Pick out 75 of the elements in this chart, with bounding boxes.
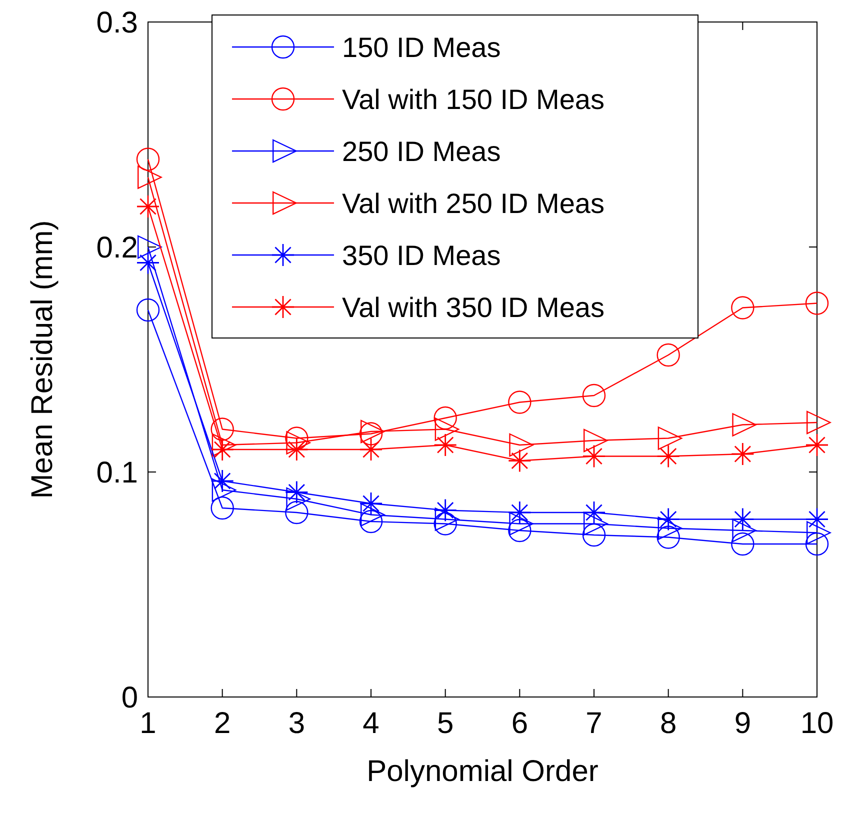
point: [434, 434, 456, 456]
point: [212, 478, 236, 502]
point: [286, 481, 308, 504]
point: [805, 532, 829, 556]
point: [657, 445, 680, 468]
point: [732, 413, 756, 436]
point: [434, 508, 460, 531]
point: [582, 523, 606, 547]
x-tick-label: 6: [511, 707, 528, 740]
point: [210, 496, 234, 520]
point: [582, 384, 606, 408]
x-tick-label: 2: [214, 707, 231, 740]
point: [210, 418, 234, 441]
point: [286, 431, 310, 454]
x-tick-label: 5: [436, 707, 454, 740]
point: [136, 298, 160, 322]
point: [508, 390, 532, 414]
point: [805, 292, 829, 315]
point: [286, 487, 310, 511]
point: [138, 235, 162, 259]
y-tick-label: 0.1: [96, 456, 138, 490]
legend-label: Val with 150 ID Meas: [342, 84, 604, 115]
legend-label: 150 ID Meas: [342, 32, 501, 63]
point: [656, 526, 680, 549]
x-tick-label: 3: [288, 707, 306, 740]
point: [211, 470, 234, 492]
point: [731, 532, 754, 556]
legend-label: 250 ID Meas: [342, 136, 501, 167]
y-tick-label: 0.3: [96, 6, 138, 40]
point: [508, 450, 531, 472]
point: [285, 500, 308, 524]
legend-label: 350 ID Meas: [342, 240, 501, 271]
point: [732, 508, 754, 530]
y-tick-label: 0: [121, 682, 138, 714]
point: [584, 512, 608, 536]
point: [806, 508, 828, 530]
point: [732, 443, 754, 465]
x-tick-label: 7: [586, 707, 602, 740]
point: [806, 410, 831, 434]
point: [731, 296, 754, 320]
y-axis-title: Mean Residual (mm): [26, 220, 59, 499]
point: [285, 426, 308, 450]
legend-label: Val with 250 ID Meas: [342, 188, 604, 219]
point: [657, 508, 680, 530]
point: [138, 166, 162, 189]
y-tick-label: 0.2: [96, 232, 138, 264]
x-tick-label: 9: [734, 707, 752, 740]
x-tick-label: 8: [660, 707, 677, 740]
point: [360, 503, 385, 526]
x-axis-title: Polynomial Order: [366, 755, 598, 788]
point: [583, 445, 605, 468]
point: [137, 252, 159, 274]
point: [508, 502, 531, 524]
point: [656, 343, 680, 367]
x-tick-label: 10: [800, 707, 834, 740]
point: [286, 438, 308, 460]
point: [509, 433, 534, 457]
point: [434, 512, 457, 536]
point: [806, 521, 831, 544]
x-tick-label: 1: [140, 707, 156, 740]
point: [211, 438, 234, 460]
point: [434, 418, 460, 441]
x-tick-label: 4: [362, 707, 380, 740]
point: [584, 428, 608, 452]
point: [212, 433, 236, 457]
point: [434, 499, 456, 522]
point: [732, 518, 756, 542]
point: [434, 406, 457, 430]
point: [658, 516, 682, 540]
legend-label: Val with 350 ID Meas: [342, 292, 604, 323]
point: [509, 512, 534, 536]
point: [508, 518, 532, 542]
point: [658, 426, 682, 450]
point: [136, 148, 160, 171]
point: [359, 510, 383, 534]
